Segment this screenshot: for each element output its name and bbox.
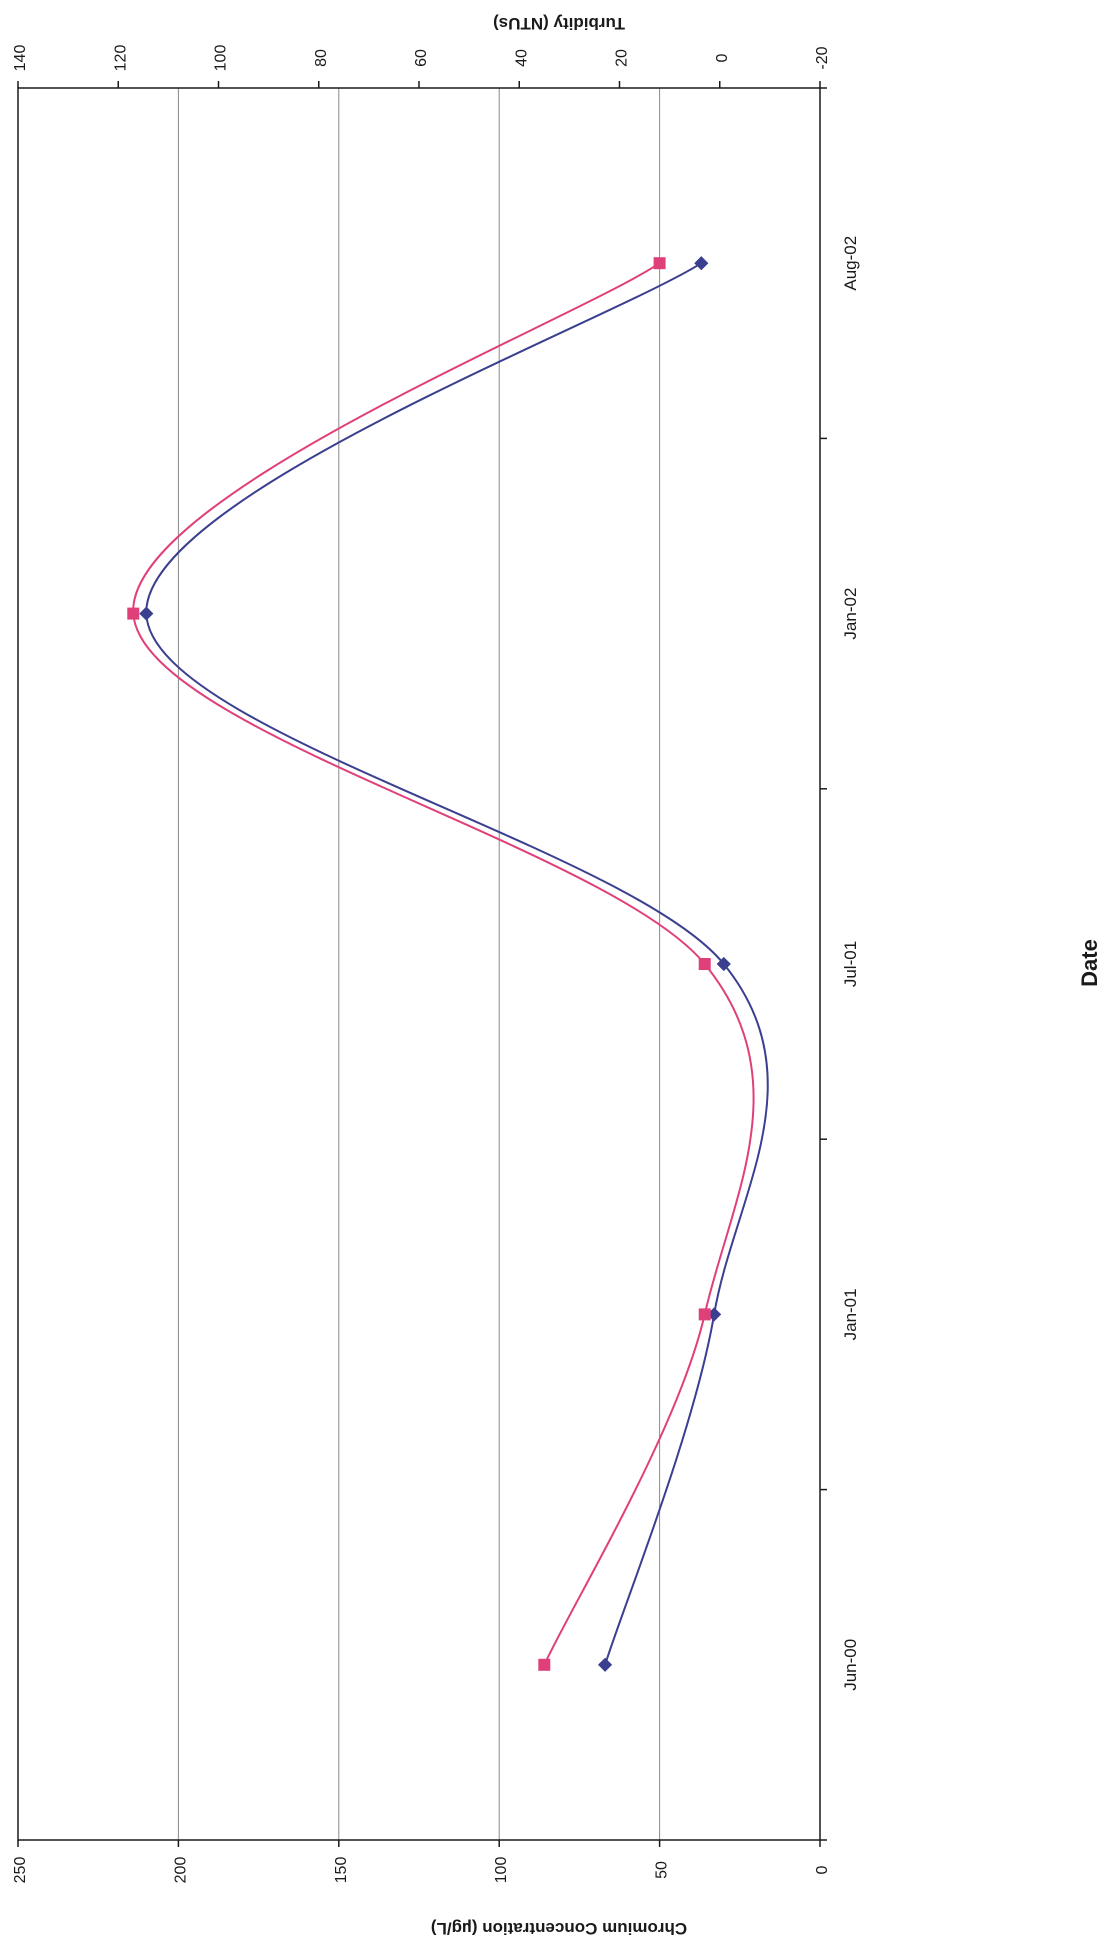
series-2-point <box>653 257 666 270</box>
date-axis-ticks: Jun-00 Jan-01 Jul-01 Jan-02 Aug-02 <box>820 87 860 1841</box>
y-tick-label: 250 <box>12 1857 29 1884</box>
series-2-point <box>698 1308 711 1321</box>
series-2-point <box>127 607 140 620</box>
y2-tick-label: 80 <box>313 49 330 67</box>
y2-tick-label: 20 <box>614 49 631 67</box>
x-tick-label: Jan-02 <box>841 588 860 640</box>
series-1-point <box>597 1657 613 1672</box>
y-tick-label: 200 <box>172 1857 189 1884</box>
chromium-axis-ticks: 0 50 100 150 200 250 <box>12 1840 831 1883</box>
x-tick-label: Aug-02 <box>841 236 860 291</box>
series-layer <box>127 256 769 1672</box>
y2-tick-label: 140 <box>12 45 29 72</box>
x-tick-label: Jun-00 <box>841 1639 860 1691</box>
y2-tick-label: -20 <box>814 46 831 69</box>
y2-tick-label: 0 <box>714 53 731 62</box>
x-axis-title: Date <box>1077 939 1102 987</box>
series-1-line <box>145 262 769 1666</box>
gridlines <box>177 88 661 1840</box>
y-tick-label: 150 <box>333 1857 350 1884</box>
x-tick-label: Jan-01 <box>841 1288 860 1340</box>
y2-tick-label: 120 <box>112 45 129 72</box>
x-tick-label: Jul-01 <box>841 941 860 987</box>
y2-tick-label: 60 <box>413 49 430 67</box>
turbidity-axis-ticks: -20 0 20 40 60 80 100 120 140 <box>12 45 831 88</box>
y-tick-label: 0 <box>814 1865 831 1874</box>
series-1-point <box>139 606 154 621</box>
series-2-point <box>538 1658 551 1671</box>
y-axis-title: Chromium Concentration (µg/L) <box>431 1919 687 1938</box>
series-1-point <box>716 956 731 972</box>
series-1-point <box>694 256 709 271</box>
series-2-line <box>132 262 755 1666</box>
series-2-point <box>698 958 711 970</box>
plot-background <box>18 88 820 1840</box>
y2-tick-label: 100 <box>213 45 230 72</box>
y-tick-label: 100 <box>493 1857 510 1884</box>
y2-axis-title: Turbidity (NTUs) <box>493 14 625 33</box>
y-tick-label: 50 <box>654 1861 671 1879</box>
y2-tick-label: 40 <box>513 49 530 67</box>
